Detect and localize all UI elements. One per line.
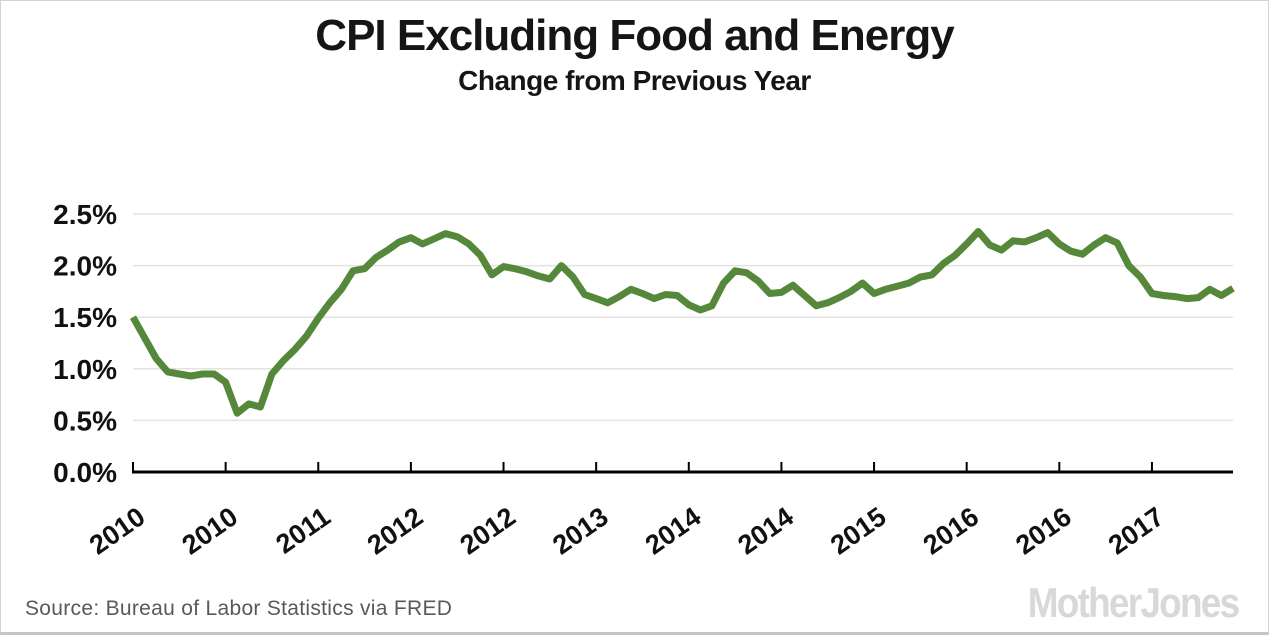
x-axis-tick-label: 2014 [640,501,706,560]
source-credit: Source: Bureau of Labor Statistics via F… [25,597,453,620]
motherjones-logo: MotherJones [1027,579,1239,626]
y-axis-tick-label: 0.5% [53,405,117,436]
y-axis-tick-label: 1.5% [53,302,117,333]
x-axis-tick-label: 2012 [362,501,428,560]
x-axis-tick-label: 2015 [825,501,891,560]
x-axis-tick-label: 2011 [271,501,336,559]
cpi-data-line [129,228,1235,417]
x-axis-tick-label: 2017 [1103,501,1169,560]
y-axis-tick-label: 0.0% [53,457,117,488]
x-axis-tick-label: 2012 [455,501,521,560]
chart-subtitle: Change from Previous Year [458,65,811,96]
x-axis-tick-label: 2014 [732,501,798,560]
x-axis-tick-label: 2010 [84,501,150,560]
y-axis-tick-label: 2.5% [53,199,117,230]
x-axis-tick-label: 2010 [177,501,243,560]
chart-title: CPI Excluding Food and Energy [315,11,954,60]
y-axis-tick-label: 1.0% [53,354,117,385]
x-axis-tick-label: 2013 [547,501,613,560]
x-axis-tick-label: 2016 [918,501,984,560]
x-axis-tick-label: 2016 [1010,501,1076,560]
y-axis-tick-label: 2.0% [53,251,117,282]
